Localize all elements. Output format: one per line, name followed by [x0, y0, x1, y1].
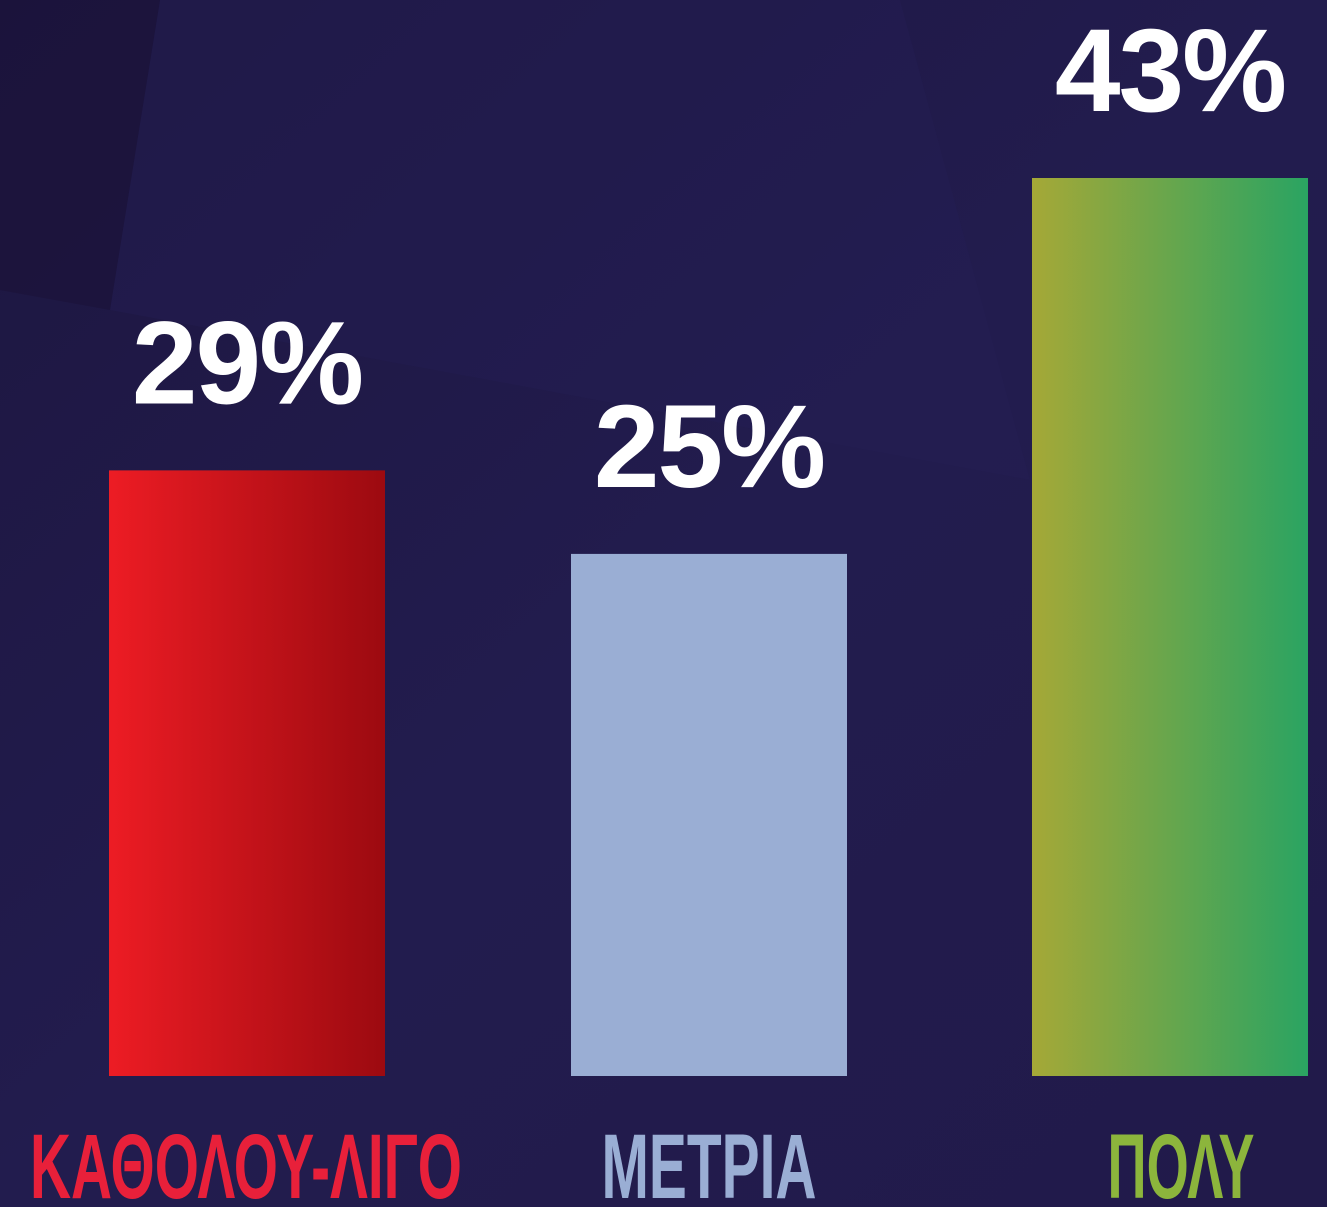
value-label: 43% — [1055, 5, 1285, 137]
category-label: ΚΑΘΟΛΟΥ-ΛΙΓΟ — [30, 1116, 462, 1207]
category-label: ΜΕΤΡΙΑ — [602, 1116, 817, 1207]
background-shape — [110, 0, 1030, 480]
plot: 29% ΚΑΘΟΛΟΥ-ΛΙΓΟ 25% ΜΕΤΡΙΑ 43% ΠΟΛΥ — [30, 5, 1308, 1207]
value-label: 29% — [132, 297, 362, 429]
bar — [571, 553, 847, 1076]
bar — [1032, 178, 1308, 1076]
category-label: ΠΟΛΥ — [1108, 1116, 1255, 1207]
bar — [109, 470, 385, 1077]
value-label: 25% — [594, 381, 824, 513]
background-shape — [0, 0, 160, 310]
